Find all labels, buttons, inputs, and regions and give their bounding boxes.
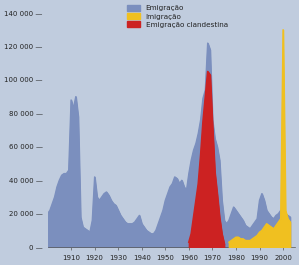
Legend: Emigração, Imigração, Emigração clandestina: Emigração, Imigração, Emigração clandest… <box>125 3 229 29</box>
